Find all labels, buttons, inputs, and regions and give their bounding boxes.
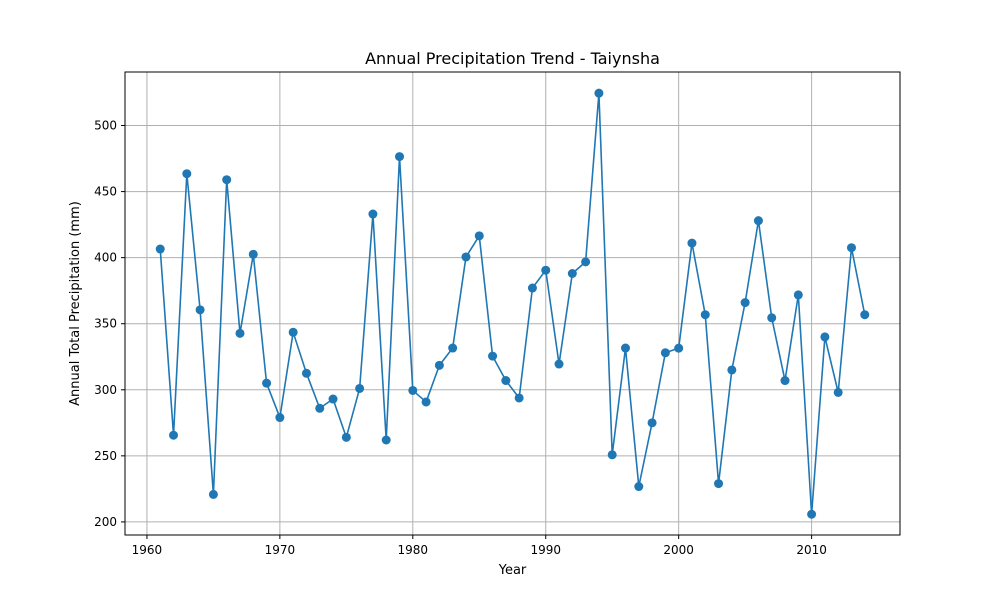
data-point: [767, 313, 777, 323]
data-point: [182, 169, 192, 179]
x-tick-label: 2010: [796, 543, 827, 557]
y-tick-label: 300: [94, 383, 117, 397]
y-axis-label: Annual Total Precipitation (mm): [68, 201, 83, 406]
data-point: [833, 387, 843, 397]
data-point: [594, 88, 604, 98]
data-point: [714, 479, 724, 489]
data-point: [514, 393, 524, 403]
data-point: [660, 348, 670, 358]
data-point: [501, 376, 511, 386]
y-tick-label: 400: [94, 251, 117, 265]
data-point: [687, 238, 697, 248]
data-point: [647, 418, 657, 428]
data-point: [421, 397, 431, 407]
data-point: [341, 432, 351, 442]
x-tick-label: 1980: [398, 543, 429, 557]
x-tick-label: 1990: [530, 543, 561, 557]
data-point: [634, 482, 644, 492]
y-tick-label: 200: [94, 515, 117, 529]
series-layer: [155, 88, 870, 519]
grid: [125, 72, 900, 535]
data-point: [820, 332, 830, 342]
data-point: [195, 305, 205, 315]
data-point: [727, 365, 737, 375]
data-point: [395, 152, 405, 162]
data-point: [155, 244, 165, 254]
data-point: [301, 368, 311, 378]
series-line: [159, 92, 866, 516]
data-point: [607, 450, 617, 460]
data-point: [541, 265, 551, 275]
plot-area-frame: [124, 71, 901, 536]
axes: 1960 1970 1980 1990 2000 2010 200 250 300 350 400 4…: [94, 119, 827, 557]
data-point: [288, 327, 298, 337]
x-tick-label: 2000: [663, 543, 694, 557]
y-tick-label: 500: [94, 119, 117, 133]
data-point: [408, 385, 418, 395]
data-point: [248, 249, 258, 259]
data-point: [581, 257, 591, 267]
data-point: [381, 435, 391, 445]
data-point: [793, 290, 803, 300]
data-point: [315, 403, 325, 413]
data-point: [567, 269, 577, 279]
data-point: [461, 252, 471, 262]
data-point: [740, 298, 750, 308]
data-point: [674, 343, 684, 353]
data-point: [275, 413, 285, 423]
data-point: [368, 209, 378, 219]
data-point: [527, 283, 537, 293]
data-point: [807, 509, 817, 519]
data-point: [235, 328, 245, 338]
data-point: [262, 378, 272, 388]
x-tick-label: 1960: [132, 543, 163, 557]
data-point: [208, 489, 218, 499]
data-point: [355, 383, 365, 393]
data-point: [448, 343, 458, 353]
data-point: [328, 394, 338, 404]
data-point: [169, 430, 179, 440]
data-point: [488, 351, 498, 361]
y-tick-label: 450: [94, 185, 117, 199]
data-point: [700, 310, 710, 320]
data-point: [222, 175, 232, 185]
data-point: [860, 310, 870, 320]
data-point: [620, 343, 630, 353]
y-tick-label: 350: [94, 317, 117, 331]
data-point: [780, 376, 790, 386]
data-point: [846, 243, 856, 253]
chart-title: Annual Precipitation Trend - Taiynsha: [365, 49, 660, 68]
x-axis-label: Year: [498, 563, 527, 578]
data-point: [753, 216, 763, 226]
data-point: [554, 359, 564, 369]
data-point: [474, 231, 484, 241]
y-tick-label: 250: [94, 449, 117, 463]
x-tick-label: 1970: [265, 543, 296, 557]
data-point: [434, 360, 444, 370]
